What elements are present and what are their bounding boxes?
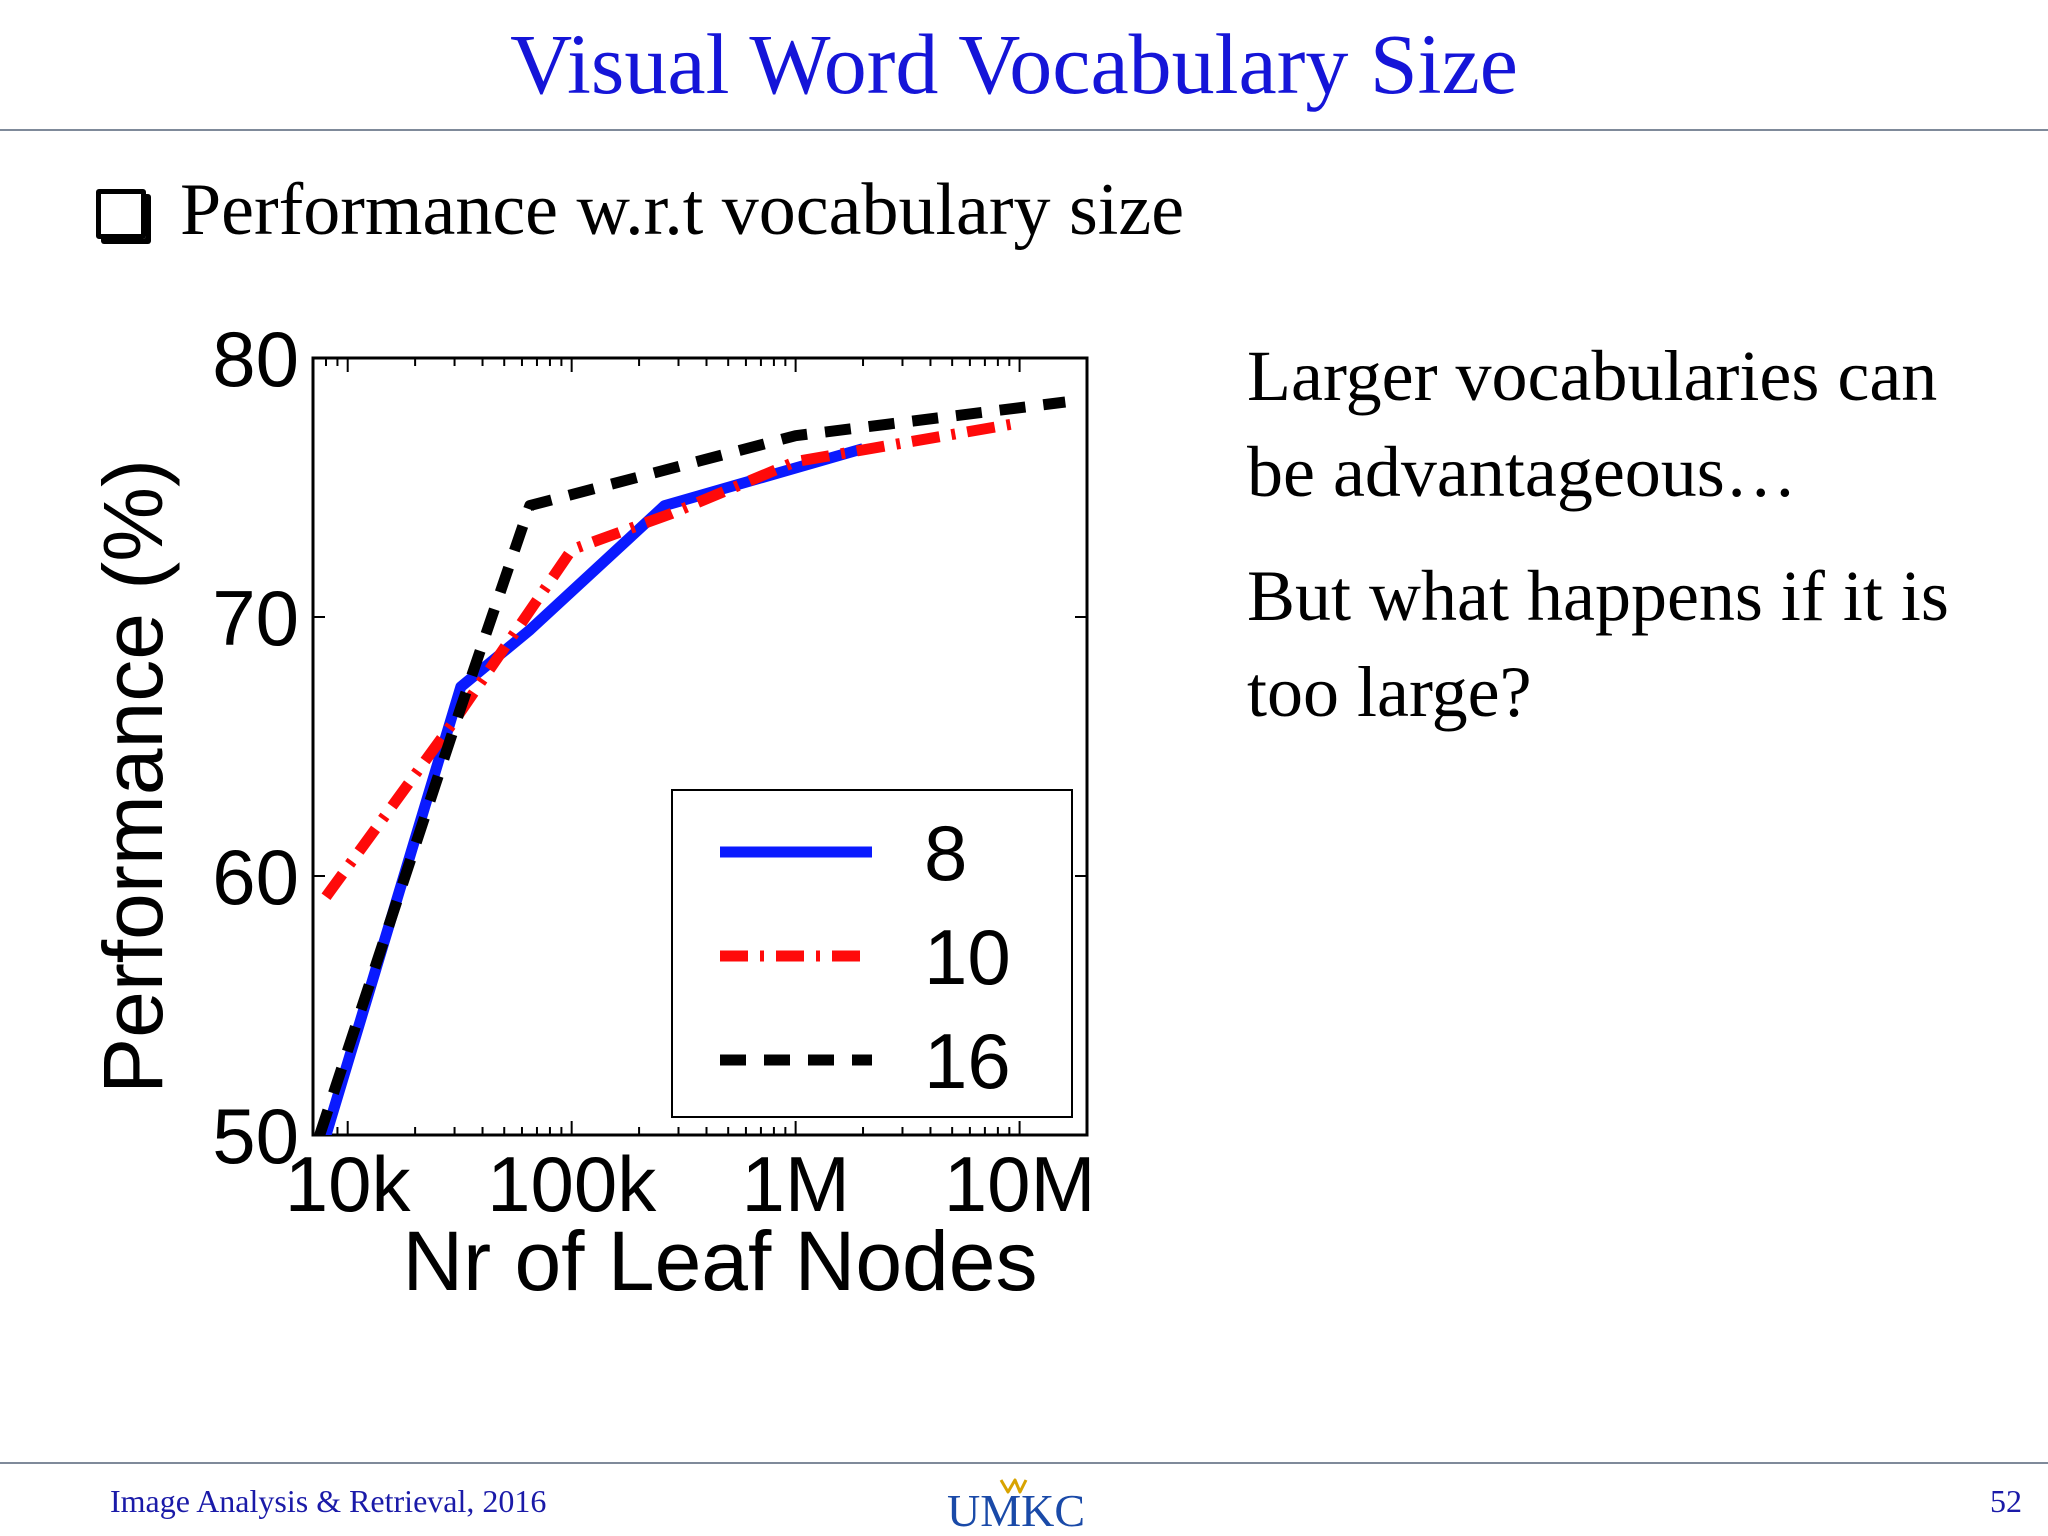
y-tick-label: 60 [212,833,299,921]
x-tick-label: 1M [741,1140,849,1228]
legend-label-8: 8 [924,809,967,897]
y-tick-label: 80 [212,315,299,403]
side-paragraph-2: But what happens if it is too large? [1247,556,1949,732]
footer-course: Image Analysis & Retrieval, 2016 [110,1483,547,1519]
performance-chart: 10k 100k 1M 10M 50 60 70 80 Nr of Leaf Nodes Perf… [86,315,1096,1308]
x-tick-label: 10M [944,1140,1096,1228]
x-axis-label: Nr of Leaf Nodes [402,1214,1037,1308]
plot-frame [311,356,1089,1137]
slide-title: Visual Word Vocabulary Size [510,16,1518,112]
page-number: 52 [1990,1483,2022,1519]
series-line-16 [314,396,1066,1135]
side-paragraph-1: Larger vocabularies can be advantageous… [1247,336,1938,512]
checkbox-bullet-icon [96,188,146,239]
y-axis-label: Performance (%) [86,459,180,1094]
series-group [314,396,1066,1135]
series-line-10 [321,417,1021,900]
bullet-item: Performance w.r.t vocabulary size [96,168,1184,253]
y-tick-label: 50 [212,1092,299,1180]
x-tick-label: 100k [487,1140,657,1228]
side-text: Larger vocabularies can be advantageous…… [1247,328,2017,768]
bullet-text: Performance w.r.t vocabulary size [180,169,1185,251]
y-tick-label: 70 [212,574,299,662]
legend-label-16: 16 [924,1017,1011,1105]
title-divider [0,129,2048,131]
legend-label-10: 10 [924,913,1011,1001]
x-tick-label: 10k [285,1140,412,1228]
logo-wordmark: UMKC [947,1485,1085,1532]
umkc-logo: UMKC [947,1478,1085,1532]
footer-divider [0,1462,2048,1464]
